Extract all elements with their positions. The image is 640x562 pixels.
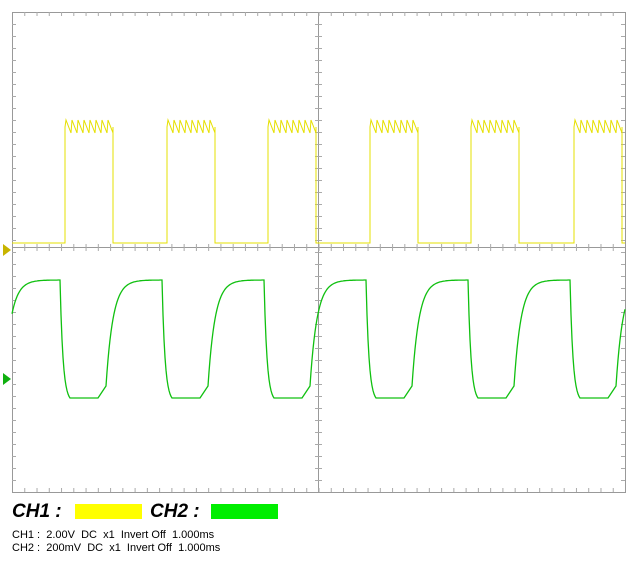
ch2-info: CH2 : 200mV DC x1 Invert Off 1.000ms <box>12 542 221 554</box>
ch2-label: CH2 : <box>150 501 200 522</box>
ch1-label: CH1 : <box>12 501 62 522</box>
ch2-swatch <box>211 504 278 519</box>
ch1-marker <box>3 244 11 256</box>
ch1-swatch <box>75 504 142 519</box>
ch2-marker <box>3 373 11 385</box>
ch2-waveform <box>11 279 626 399</box>
ch1-info: CH1 : 2.00V DC x1 Invert Off 1.000ms <box>12 529 215 541</box>
scope-display <box>3 12 626 493</box>
ch1-waveform <box>12 118 625 244</box>
tick-marks <box>12 12 625 492</box>
